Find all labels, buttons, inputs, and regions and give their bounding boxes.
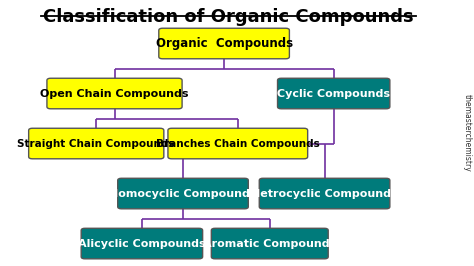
Text: Organic  Compounds: Organic Compounds: [155, 37, 292, 50]
Text: Alicyclic Compounds: Alicyclic Compounds: [78, 239, 206, 248]
Text: Hetrocyclic Compounds: Hetrocyclic Compounds: [251, 189, 398, 198]
Text: Straight Chain Compounds: Straight Chain Compounds: [18, 139, 175, 148]
Text: Aromatic Compounds: Aromatic Compounds: [203, 239, 337, 248]
FancyBboxPatch shape: [168, 128, 308, 159]
FancyBboxPatch shape: [118, 178, 248, 209]
Text: Homocyclic Compounds: Homocyclic Compounds: [109, 189, 257, 198]
FancyBboxPatch shape: [259, 178, 390, 209]
FancyBboxPatch shape: [211, 228, 328, 259]
Text: themasterchemistry: themasterchemistry: [463, 94, 472, 172]
FancyBboxPatch shape: [277, 78, 390, 109]
FancyBboxPatch shape: [159, 28, 290, 59]
Text: Cyclic Compounds: Cyclic Compounds: [277, 89, 390, 98]
FancyBboxPatch shape: [47, 78, 182, 109]
Text: Classification of Organic Compounds: Classification of Organic Compounds: [43, 8, 414, 26]
Text: Branches Chain Compounds: Branches Chain Compounds: [156, 139, 319, 148]
Text: Open Chain Compounds: Open Chain Compounds: [40, 89, 189, 98]
FancyBboxPatch shape: [81, 228, 203, 259]
FancyBboxPatch shape: [28, 128, 164, 159]
